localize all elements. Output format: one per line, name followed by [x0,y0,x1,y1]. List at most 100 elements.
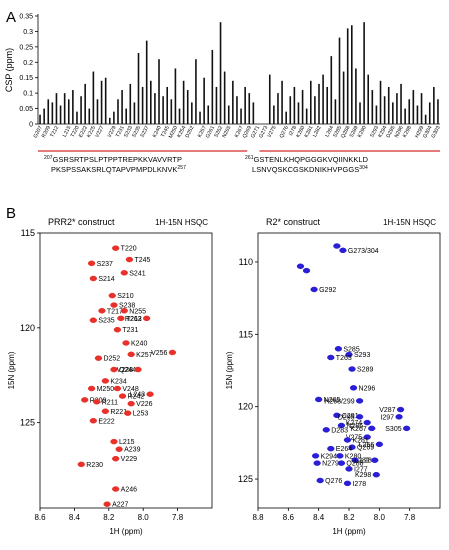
peak [337,460,346,466]
x-tick-label: S262 [213,125,224,139]
peak-label: S285 [343,346,359,353]
peak [118,393,127,399]
peak [168,349,177,356]
x-tick-label: L215 [62,125,73,138]
peak [302,267,311,274]
plot-frame [39,232,213,509]
x-tick-label: 8.8 [252,513,264,522]
peak-label: T245 [134,257,150,264]
x-axis-label: 1H (ppm) [109,527,143,536]
peak [89,418,97,424]
peak [396,406,405,413]
peak-label: N296 [359,385,376,392]
y-tick-label: 115 [21,228,35,238]
x-tick-label: L284 [324,125,335,138]
peak [333,412,341,419]
x-tick-label: D252 [184,125,195,139]
peak-label: M250 [97,386,115,393]
sequence-r2-text-2: LSNVQSKCGSKDNIKHVPGGS [252,165,360,174]
sequence-prr2-text-2: PKSPSSAKSRLQTAPVPMPDLKNVK [51,165,178,174]
peak-label: I277 [354,466,368,473]
x-tick-label: Q288 [340,125,351,139]
peak [120,270,128,276]
x-tick-label: S289 [349,125,360,139]
sequence-r2-line2: LSNVQSKCGSKDNIKHVPGGS304 [252,165,368,174]
x-tick-label: K240 [152,125,163,139]
peak-label: T217 [107,308,123,315]
x-tick-label: T245 [160,125,171,138]
peak [327,354,335,361]
x-tick-label: K298 [402,125,413,139]
peak-label: S305 [385,426,401,433]
peak [336,453,344,459]
sequence-prr2-line2: PKSPSSAKSRLQTAPVPMPDLKNVK257 [51,165,186,174]
x-tick-label: K290 [357,125,368,139]
peak-label: S237 [97,261,113,268]
x-tick-label: K267 [234,125,245,139]
peak [113,326,122,333]
r2-hsqc-spectrum: R2* construct 1H-15N HSQC 8.8 8.6 8.4 8.2 8.0 7… [225,217,441,536]
x-tick-label: 8.4 [69,513,81,522]
peak [334,346,343,352]
peak-label: D295 [338,414,355,421]
peak [110,302,118,308]
peak [375,441,383,448]
peak [101,408,110,415]
peak-label: S235 [98,318,114,325]
y-tick-label: 125 [20,418,35,428]
peak-label: N255 [129,308,146,315]
peak-label: E264 [336,446,352,453]
sequence-prr2-start: 207 [44,155,53,161]
x-tick-label: G271 [250,125,261,139]
peak-label: S241 [129,270,145,277]
x-tick-label: 7.8 [172,513,184,522]
peak [322,427,330,433]
peak-label: V275 [346,435,362,442]
peak [349,385,358,391]
peak [125,256,134,263]
peak-label: D283 [331,427,348,434]
y-tick-label: 0.25 [19,44,33,51]
x-tick-label: Q276 [279,125,290,139]
peak-label: V287 [379,407,395,414]
peak [345,466,353,472]
peak-label: V256 [151,350,167,357]
x-tick-label: 8.4 [313,513,325,522]
peak-label: K240 [131,341,147,348]
peak [146,391,154,397]
peak [112,245,120,251]
y-tick-label: 0.1 [23,91,33,98]
y-tick-label: 0.35 [19,14,33,21]
x-tick-label: L282 [312,125,323,138]
peak [333,243,341,249]
x-tick-label: 8.0 [138,513,150,522]
sequence-prr2-line1: 207GSRSRTPSLPTPPTREPKKVAVVRTP [44,155,182,164]
x-tick-label: K225 [86,125,97,139]
peak [343,437,352,443]
x-tick-label: S237 [139,125,150,139]
x-tick-label: E222 [78,125,89,139]
peak [311,453,320,459]
peak-label: K267 [350,426,366,433]
x-tick-label: 7.8 [404,513,416,522]
sequence-r2-line1: 261GSTENLKHQPGGGKVQIINKKLD [245,155,368,164]
peak [355,414,364,420]
y-tick-label: 0.05 [19,106,33,113]
peak [101,378,110,384]
peak [339,247,347,254]
peak-label: K280 [345,453,361,460]
peak [103,501,111,507]
peak-label: Q276 [325,478,342,485]
peak-label: H263 [125,316,142,323]
peak-label: K274 [346,420,362,427]
peak-label: S214 [98,276,114,283]
x-tick-label: V275 [267,125,278,139]
peak-label: Q288 [346,461,363,468]
x-tick-label: M250 [168,125,179,139]
peak [296,263,305,270]
peak-label: Q269 [357,445,374,452]
peak-label: V228 [117,367,133,374]
x-tick-label: S233 [123,125,134,139]
peak-label: V248 [122,386,138,393]
x-tick-label: H299 [414,125,425,139]
